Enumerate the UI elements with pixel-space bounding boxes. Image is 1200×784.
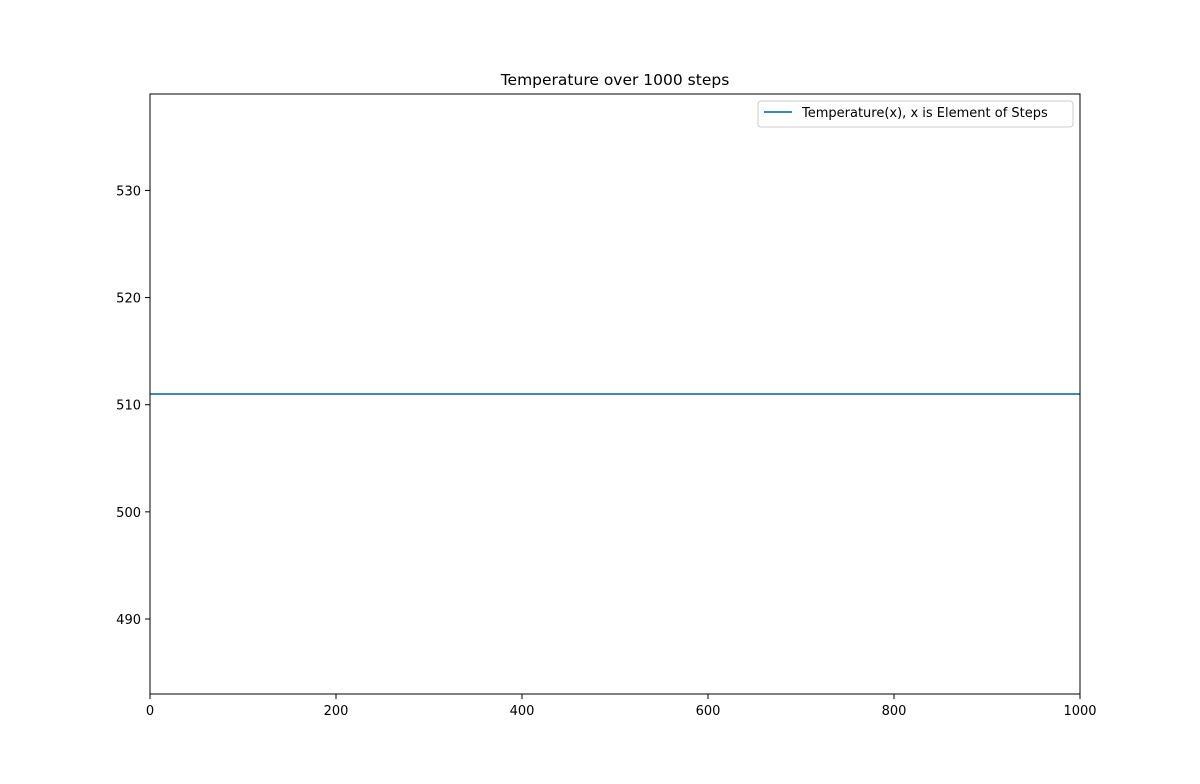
y-tick-label: 520 [116,292,141,307]
x-tick-label: 800 [882,704,907,719]
plot-area-frame [149,93,1081,695]
y-tick-label: 530 [116,184,141,199]
y-tick-label: 500 [116,506,141,521]
legend-label: Temperature(x), x is Element of Steps [801,106,1048,121]
chart-title: Temperature over 1000 steps [500,71,730,89]
x-tick-label: 200 [324,704,349,719]
axis-ticks: 0 200 400 600 800 1000 490 500 510 520 530 [116,184,1096,719]
x-tick-label: 600 [696,704,721,719]
y-tick-label: 510 [116,399,141,414]
x-tick-label: 1000 [1063,704,1096,719]
y-tick-label: 490 [116,613,141,628]
legend-box [757,100,1074,128]
x-tick-label: 400 [510,704,535,719]
legend: Temperature(x), x is Element of Steps [757,100,1074,128]
x-tick-label: 0 [146,704,154,719]
